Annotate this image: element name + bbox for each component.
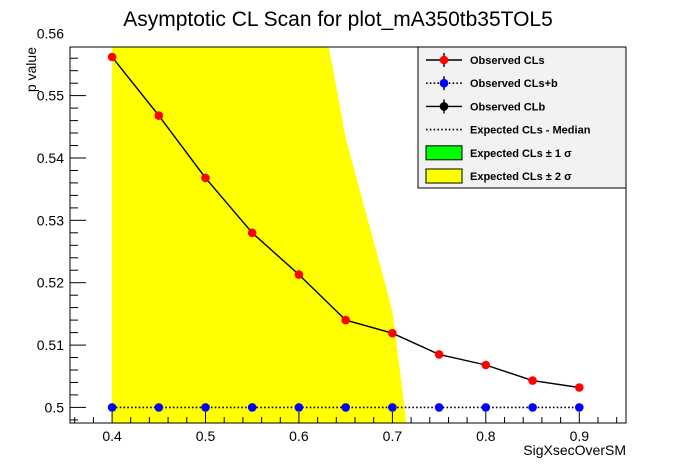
- legend-box: [417, 46, 627, 189]
- legend-marker-0: [439, 55, 449, 65]
- data-point-series1-1: [154, 403, 164, 412]
- legend-marker-1: [439, 78, 449, 88]
- data-point-series0-5: [341, 315, 351, 325]
- x-axis-label: SigXsecOverSM: [523, 442, 626, 458]
- y-tick-label: 0.53: [37, 212, 64, 228]
- plot-frame: [69, 46, 627, 424]
- legend-swatch-4: [425, 145, 463, 161]
- legend-swatch-5: [425, 168, 463, 184]
- y-tick-label: 0.51: [37, 337, 64, 353]
- x-tick-label: 0.6: [289, 428, 309, 444]
- data-point-series1-8: [481, 403, 491, 412]
- y-tick-label: 0.52: [37, 275, 64, 291]
- x-tick-label: 0.8: [476, 428, 496, 444]
- data-point-series0-4: [294, 270, 304, 279]
- x-tick-label: 0.7: [383, 428, 403, 444]
- legend-label-3: Expected CLs - Median: [470, 125, 591, 137]
- data-point-series0-7: [434, 350, 444, 359]
- data-point-series0-8: [481, 360, 491, 370]
- legend-marker-2: [439, 102, 449, 111]
- x-tick-label: 0.9: [570, 428, 590, 444]
- data-point-series1-3: [247, 403, 257, 412]
- data-point-series0-10: [575, 383, 584, 392]
- data-point-series0-6: [388, 328, 397, 338]
- y-tick-label: 0.54: [37, 150, 64, 166]
- data-point-series1-7: [434, 403, 444, 412]
- x-tick-label: 0.4: [102, 428, 122, 444]
- y-tick-label: 0.56: [37, 25, 64, 41]
- data-point-series1-0: [107, 403, 117, 412]
- data-point-series0-2: [201, 173, 210, 183]
- data-point-series0-1: [154, 111, 164, 120]
- y-axis-label: p value: [23, 47, 39, 92]
- x-tick-label: 0.5: [196, 428, 216, 444]
- data-point-series1-10: [575, 403, 584, 412]
- band-layer: [112, 47, 407, 423]
- data-point-series1-4: [294, 403, 304, 412]
- data-point-series1-9: [528, 403, 537, 412]
- legend-label-4: Expected CLs ± 1 σ: [470, 148, 572, 160]
- data-point-series0-0: [107, 52, 117, 62]
- data-point-series1-6: [388, 403, 397, 412]
- legend-label-0: Observed CLs: [470, 55, 545, 67]
- y-tick-label: 0.55: [37, 88, 64, 104]
- legend: Observed CLs Observed CLs+b Observed CLb Ex…: [417, 46, 627, 189]
- legend-label-1: Observed CLs+b: [470, 78, 558, 90]
- series-layer: [107, 52, 584, 412]
- y-tick-label: 0.5: [45, 399, 65, 415]
- data-point-series1-5: [341, 403, 351, 412]
- axis-layer: 0.5 0.51 0.52 0.53 0.54 0.55 0.56 0.4 0.5 0.6 0.7 0…: [37, 25, 627, 444]
- data-point-series0-3: [247, 228, 257, 238]
- legend-label-5: Expected CLs ± 2 σ: [470, 171, 572, 183]
- band-2sigma: [112, 47, 407, 423]
- legend-label-2: Observed CLb: [470, 101, 545, 113]
- data-point-series1-2: [201, 403, 210, 412]
- chart-title: Asymptotic CL Scan for plot_mA350tb35TOL…: [123, 8, 553, 31]
- data-point-series0-9: [528, 376, 537, 385]
